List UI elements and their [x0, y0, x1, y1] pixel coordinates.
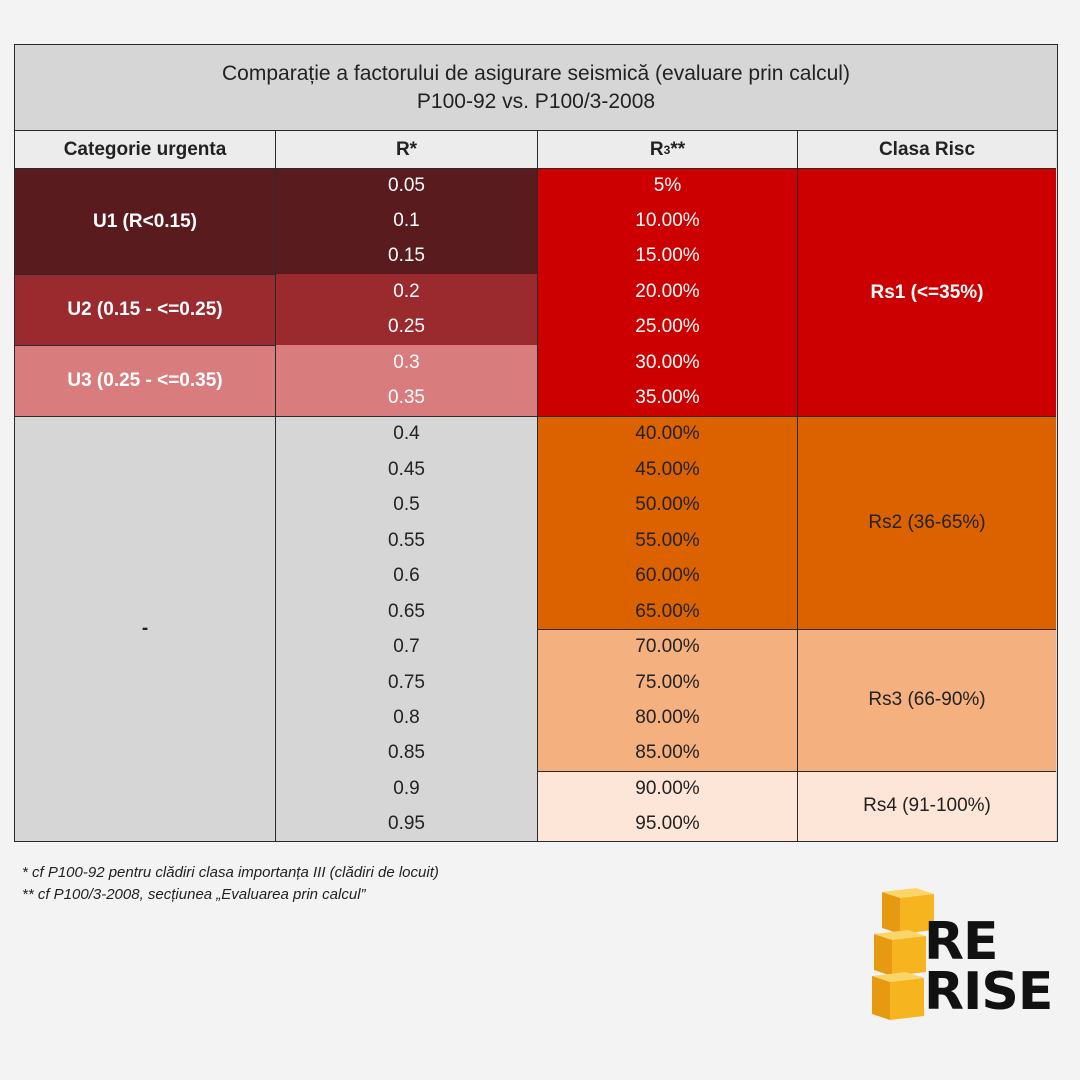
header-r3-main: R: [649, 138, 664, 160]
r-value-cell: 0.45: [276, 452, 538, 487]
r-value-cell: 0.6: [276, 558, 538, 594]
urgency-none: -: [15, 416, 276, 841]
divider-rs2: [538, 629, 1056, 630]
r3-value-cell: 80.00%: [538, 700, 798, 735]
logo-text-re: RE: [924, 912, 999, 972]
r-value-cell: 0.55: [276, 523, 538, 558]
r-value-cell: 0.35: [276, 380, 538, 416]
table-title: Comparație a factorului de asigurare sei…: [15, 45, 1057, 131]
r3-value-cell: 95.00%: [538, 806, 798, 841]
r-value-cell: 0.15: [276, 238, 538, 274]
r3-value-cell: 5%: [538, 169, 798, 203]
r-value-cell: 0.75: [276, 665, 538, 700]
r-value-cell: 0.4: [276, 416, 538, 452]
divider-u1: [15, 274, 276, 275]
r3-value-cell: 50.00%: [538, 487, 798, 523]
r3-value-cell: 90.00%: [538, 771, 798, 806]
r-value-cell: 0.1: [276, 203, 538, 238]
r-value-cell: 0.9: [276, 771, 538, 806]
header-categorie-urgenta: Categorie urgenta: [15, 131, 276, 169]
r3-value-cell: 65.00%: [538, 594, 798, 629]
r3-value-cell: 35.00%: [538, 380, 798, 416]
r3-value-cell: 40.00%: [538, 416, 798, 452]
divider-rs3: [538, 771, 1056, 772]
urgency-u1: U1 (R<0.15): [15, 169, 276, 274]
r3-value-cell: 25.00%: [538, 309, 798, 345]
r3-value-cell: 20.00%: [538, 274, 798, 309]
r3-value-cell: 15.00%: [538, 238, 798, 274]
risk-class-rs1: Rs1 (<=35%): [798, 169, 1056, 416]
r3-value-cell: 75.00%: [538, 665, 798, 700]
header-r3: R 3 **: [538, 131, 798, 169]
r-value-cell: 0.95: [276, 806, 538, 841]
r-value-cell: 0.8: [276, 700, 538, 735]
r3-value-cell: 60.00%: [538, 558, 798, 594]
r-value-cell: 0.25: [276, 309, 538, 345]
r-value-cell: 0.85: [276, 735, 538, 771]
r3-value-cell: 45.00%: [538, 452, 798, 487]
r3-value-cell: 85.00%: [538, 735, 798, 771]
header-clasa-risc: Clasa Risc: [798, 131, 1056, 169]
urgency-u3: U3 (0.25 - <=0.35): [15, 345, 276, 416]
r-value-cell: 0.7: [276, 629, 538, 665]
footnotes: * cf P100-92 pentru clădiri clasa import…: [22, 862, 439, 906]
r-value-cell: 0.3: [276, 345, 538, 380]
rerise-logo-blocks-icon: [872, 888, 934, 1020]
table-title-line1: Comparație a factorului de asigurare sei…: [222, 62, 850, 86]
r3-value-cell: 10.00%: [538, 203, 798, 238]
footnote-2: ** cf P100/3-2008, secțiunea „Evaluarea …: [22, 885, 366, 903]
risk-class-rs2: Rs2 (36-65%): [798, 416, 1056, 629]
r3-value-cell: 30.00%: [538, 345, 798, 380]
r-value-cell: 0.5: [276, 487, 538, 523]
urgency-u2: U2 (0.15 - <=0.25): [15, 274, 276, 345]
r-value-cell: 0.2: [276, 274, 538, 309]
footnote-1: * cf P100-92 pentru clădiri clasa import…: [22, 864, 439, 881]
risk-class-rs4: Rs4 (91-100%): [798, 771, 1056, 841]
header-r: R*: [276, 131, 538, 169]
table-title-line2: P100-92 vs. P100/3-2008: [416, 89, 656, 113]
divider-u2: [15, 345, 276, 346]
logo-text-rise: RISE: [924, 962, 1053, 1022]
r3-value-cell: 70.00%: [538, 629, 798, 665]
comparison-table: Comparație a factorului de asigurare sei…: [14, 44, 1058, 842]
r-value-cell: 0.05: [276, 169, 538, 203]
header-r3-sub: 3: [663, 142, 671, 157]
divider-rs1: [15, 416, 1056, 417]
r-value-cell: 0.65: [276, 594, 538, 629]
risk-class-rs3: Rs3 (66-90%): [798, 629, 1056, 771]
header-r3-suffix: **: [670, 138, 686, 160]
r3-value-cell: 55.00%: [538, 523, 798, 558]
